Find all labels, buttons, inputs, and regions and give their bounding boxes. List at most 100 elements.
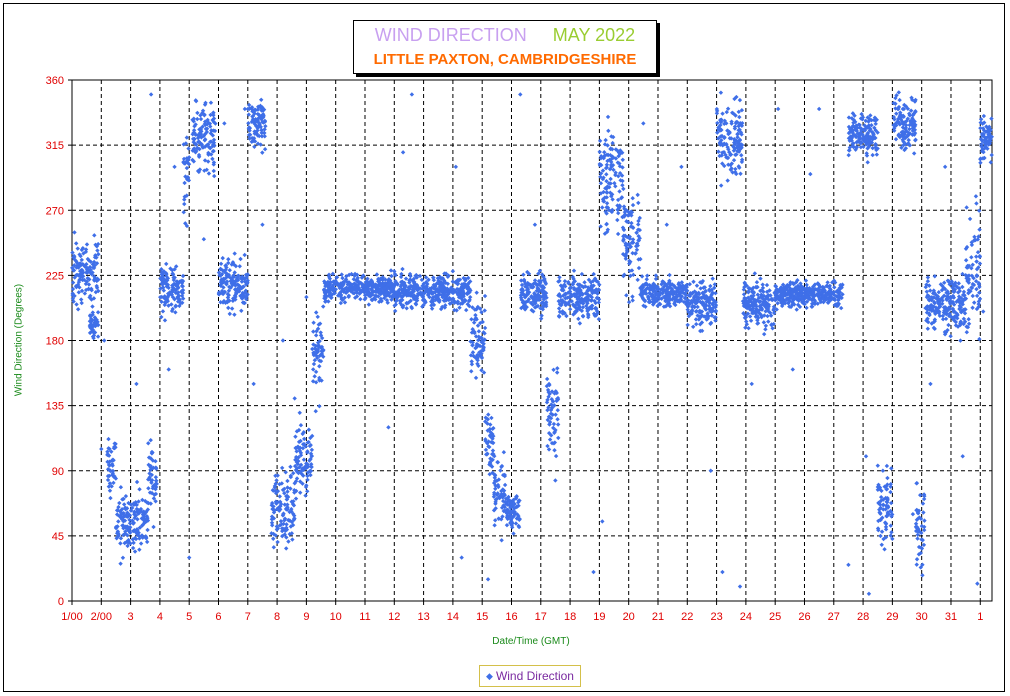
data-point — [317, 364, 322, 369]
data-point — [630, 202, 636, 208]
data-point — [80, 269, 85, 274]
data-point — [771, 307, 777, 313]
data-point — [598, 224, 603, 229]
data-point — [176, 293, 182, 298]
data-point — [567, 285, 573, 291]
data-point — [227, 311, 232, 317]
data-point — [647, 299, 652, 304]
data-point — [445, 281, 450, 286]
data-point — [707, 297, 712, 303]
data-point — [864, 153, 870, 158]
data-point — [536, 278, 542, 284]
legend[interactable]: ◆ Wind Direction — [479, 665, 581, 687]
data-point — [93, 317, 99, 322]
x-tick-label: 31 — [945, 611, 957, 623]
data-point — [536, 295, 541, 301]
data-point — [705, 297, 710, 303]
data-point — [453, 164, 459, 170]
data-point — [260, 150, 265, 155]
data-point — [382, 295, 387, 301]
data-point — [140, 522, 146, 527]
data-point — [743, 313, 749, 319]
data-point — [489, 457, 495, 462]
data-point — [733, 120, 739, 126]
data-point — [258, 105, 263, 110]
data-point — [394, 297, 400, 303]
data-point — [973, 279, 979, 284]
data-point — [892, 117, 897, 122]
data-point — [628, 259, 633, 264]
data-point — [393, 302, 398, 307]
data-point — [121, 526, 126, 531]
data-point — [460, 298, 466, 304]
data-point — [585, 292, 591, 297]
data-point — [586, 312, 591, 318]
data-point — [546, 430, 552, 436]
data-point — [745, 302, 750, 308]
data-point — [492, 473, 498, 478]
data-point — [650, 302, 656, 307]
data-point — [604, 201, 610, 206]
data-point — [226, 288, 232, 293]
data-point — [765, 303, 771, 309]
x-tick-label: 10 — [330, 611, 342, 623]
data-point — [532, 295, 537, 301]
data-point — [986, 128, 991, 133]
data-point — [308, 435, 313, 441]
data-point — [247, 132, 253, 137]
data-point — [605, 114, 611, 120]
data-point — [305, 449, 310, 454]
data-point — [198, 116, 204, 122]
data-point — [424, 279, 429, 285]
data-point — [890, 536, 895, 542]
data-point — [804, 299, 810, 304]
data-point — [519, 286, 525, 292]
data-point — [619, 195, 625, 200]
data-point — [858, 140, 863, 146]
data-point — [745, 311, 751, 316]
data-point — [594, 288, 600, 294]
data-point — [932, 274, 937, 279]
data-point — [130, 545, 136, 551]
data-point — [889, 514, 894, 519]
data-point — [70, 280, 76, 285]
data-point — [478, 320, 483, 326]
data-point — [125, 533, 130, 538]
data-point — [596, 316, 602, 322]
data-point — [280, 487, 286, 493]
data-point — [80, 245, 86, 251]
data-point — [865, 125, 870, 130]
data-point — [240, 284, 245, 290]
data-point — [980, 133, 985, 138]
data-point — [79, 257, 84, 263]
data-point — [370, 297, 375, 303]
data-point — [607, 166, 613, 172]
data-point — [520, 288, 526, 293]
data-point — [978, 136, 984, 142]
data-point — [598, 181, 604, 186]
data-point — [734, 94, 739, 100]
data-point — [779, 303, 785, 309]
data-point — [185, 175, 191, 180]
data-point — [389, 273, 394, 279]
data-point — [974, 259, 979, 264]
data-point — [519, 282, 525, 288]
data-point — [964, 329, 970, 335]
data-point — [292, 481, 297, 486]
data-point — [293, 445, 298, 451]
data-point — [124, 513, 129, 519]
data-point — [603, 137, 608, 143]
x-tick-label: 26 — [798, 611, 810, 623]
data-point — [732, 96, 737, 102]
data-point — [468, 353, 474, 358]
data-point — [92, 263, 98, 268]
data-point — [769, 322, 774, 328]
data-point — [741, 292, 747, 297]
data-point — [720, 569, 725, 575]
data-point — [851, 141, 856, 146]
data-point — [217, 273, 222, 278]
data-point — [500, 495, 505, 500]
data-point — [554, 370, 560, 375]
data-point — [725, 106, 731, 111]
data-point — [317, 338, 322, 344]
